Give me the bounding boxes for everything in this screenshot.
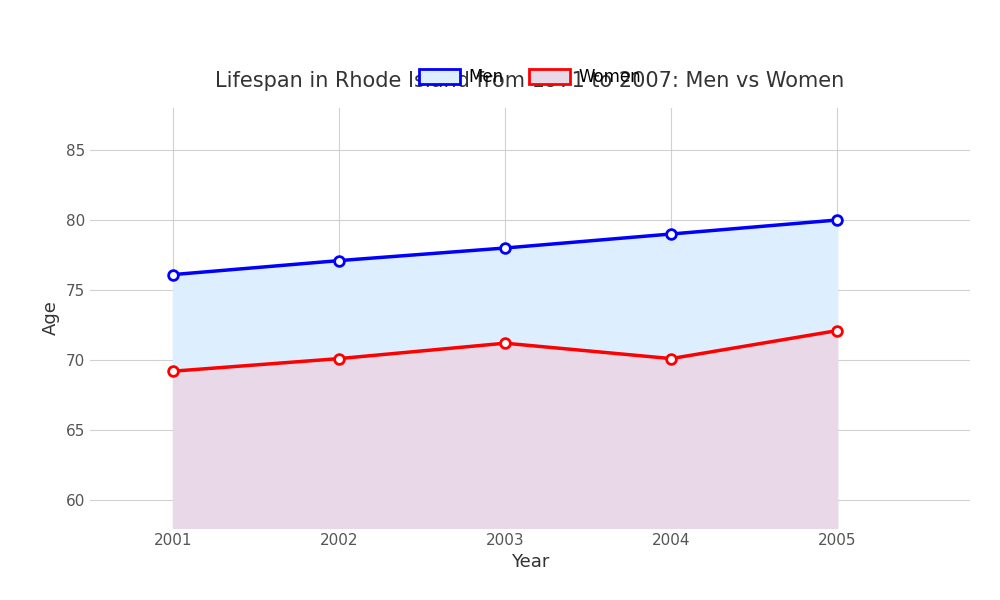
X-axis label: Year: Year [511,553,549,571]
Title: Lifespan in Rhode Island from 1971 to 2007: Men vs Women: Lifespan in Rhode Island from 1971 to 20… [215,71,845,91]
Y-axis label: Age: Age [42,301,60,335]
Legend: Men, Women: Men, Women [412,62,648,93]
